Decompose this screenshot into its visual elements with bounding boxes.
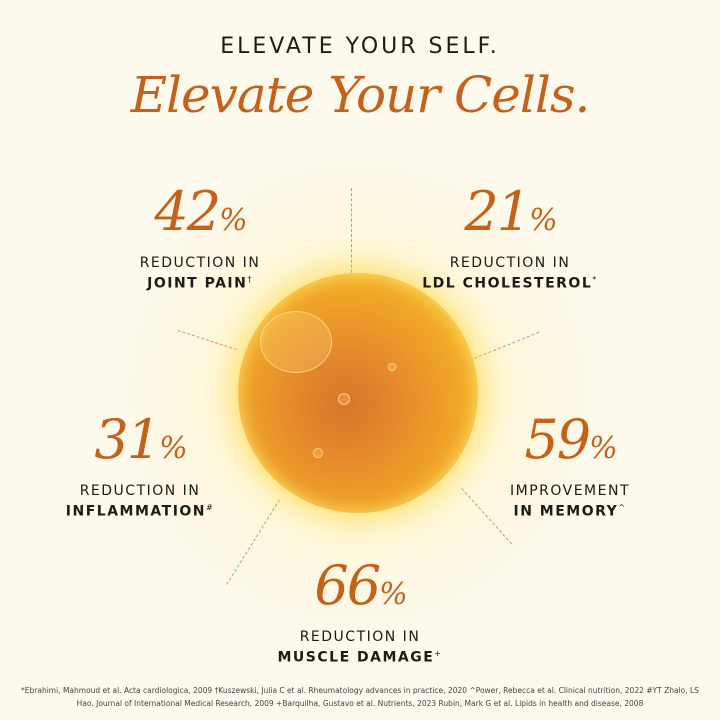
stat-ldl-cholesterol: 21% REDUCTION IN LDL CHOLESTEROL* xyxy=(422,180,598,292)
divider-line-top xyxy=(351,188,352,283)
stat-joint-pain: 42% REDUCTION IN JOINT PAIN† xyxy=(139,180,261,292)
headline-bottom: Elevate Your Cells. xyxy=(130,66,591,124)
stat-inflammation: 31% REDUCTION IN INFLAMMATION# xyxy=(65,408,215,520)
stat-memory: 59% IMPROVEMENT IN MEMORY^ xyxy=(509,408,631,520)
headline-top: ELEVATE YOUR SELF. xyxy=(220,34,500,59)
footnote-references: *Ebrahimi, Mahmoud et al. Acta cardiolog… xyxy=(21,686,699,708)
stat-muscle-damage: 66% REDUCTION IN MUSCLE DAMAGE+ xyxy=(277,554,443,666)
oil-droplet-image xyxy=(238,273,478,513)
